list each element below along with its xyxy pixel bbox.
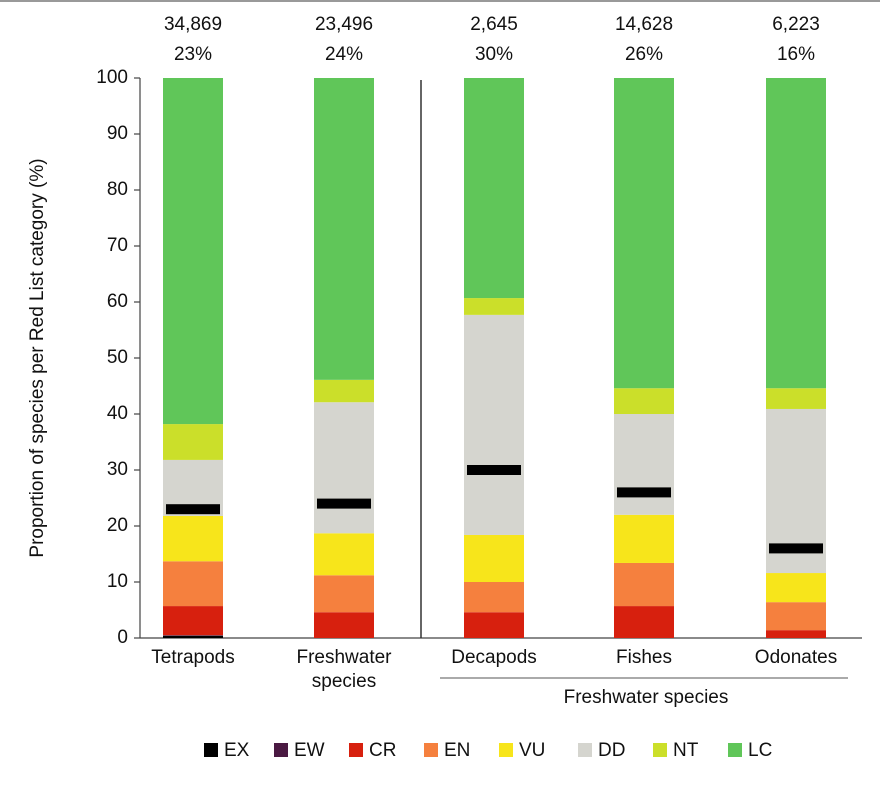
bar-segment bbox=[766, 602, 826, 631]
legend-label: EN bbox=[444, 740, 470, 761]
bar-segment bbox=[614, 562, 674, 607]
x-tick-label: Freshwater species bbox=[296, 647, 392, 692]
percent-label: 26% bbox=[625, 44, 663, 65]
y-tick-label: 30 bbox=[107, 459, 128, 480]
percent-label: 24% bbox=[325, 44, 363, 65]
x-tick-label: Decapods bbox=[451, 647, 537, 668]
legend-swatch bbox=[653, 743, 667, 757]
count-label: 34,869 bbox=[164, 14, 222, 35]
percent-label: 23% bbox=[174, 44, 212, 65]
y-tick-label: 50 bbox=[107, 347, 128, 368]
legend-label: VU bbox=[519, 740, 545, 761]
legend-label: EW bbox=[294, 740, 325, 761]
count-label: 6,223 bbox=[772, 14, 820, 35]
percent-label: 16% bbox=[777, 44, 815, 65]
category-box: Freshwater species bbox=[296, 647, 392, 692]
bar-segment bbox=[163, 424, 223, 460]
threatened-marker bbox=[317, 498, 371, 509]
bar-segment bbox=[163, 515, 223, 562]
bar-segment bbox=[464, 78, 524, 299]
y-tick-label: 60 bbox=[107, 291, 128, 312]
legend-swatch bbox=[349, 743, 363, 757]
y-tick-label: 10 bbox=[107, 571, 128, 592]
bar-segment bbox=[314, 612, 374, 638]
bar-segment bbox=[614, 514, 674, 563]
bar-segment bbox=[163, 78, 223, 425]
legend-label: DD bbox=[598, 740, 625, 761]
legend-swatch bbox=[274, 743, 288, 757]
y-tick-label: 80 bbox=[107, 179, 128, 200]
percent-label: 30% bbox=[475, 44, 513, 65]
bar-segment bbox=[314, 402, 374, 534]
legend-swatch bbox=[424, 743, 438, 757]
category-box: Fishes bbox=[616, 647, 672, 668]
bar-segment bbox=[464, 298, 524, 315]
bar-segment bbox=[163, 561, 223, 607]
y-tick-label: 90 bbox=[107, 123, 128, 144]
y-tick-label: 40 bbox=[107, 403, 128, 424]
bar-segment bbox=[614, 606, 674, 638]
legend-label: CR bbox=[369, 740, 396, 761]
y-tick-label: 0 bbox=[117, 627, 128, 648]
x-tick-label: Odonates bbox=[754, 647, 838, 668]
bar-segment bbox=[614, 414, 674, 515]
bar-segment bbox=[163, 606, 223, 636]
threatened-marker bbox=[617, 487, 671, 498]
y-axis-label: Proportion of species per Red List categ… bbox=[27, 158, 48, 557]
bar-segment bbox=[766, 573, 826, 603]
count-label: 14,628 bbox=[615, 14, 673, 35]
bar-segment bbox=[766, 630, 826, 638]
legend-label: EX bbox=[224, 740, 250, 761]
threatened-marker bbox=[166, 504, 220, 515]
legend-swatch bbox=[578, 743, 592, 757]
category-box: Tetrapods bbox=[151, 647, 235, 668]
x-tick-label: Tetrapods bbox=[151, 647, 235, 668]
threatened-marker bbox=[467, 465, 521, 475]
bar-segment bbox=[314, 379, 374, 403]
bar-segment bbox=[614, 388, 674, 414]
x-tick-label: Fishes bbox=[616, 647, 672, 668]
bar-segment bbox=[464, 612, 524, 638]
group-label: Freshwater species bbox=[564, 687, 729, 708]
legend-label: LC bbox=[748, 740, 772, 761]
legend-label: NT bbox=[673, 740, 699, 761]
bar-segment bbox=[766, 78, 826, 389]
legend-swatch bbox=[204, 743, 218, 757]
bar-segment bbox=[163, 635, 223, 636]
count-label: 2,645 bbox=[470, 14, 518, 35]
y-tick-label: 100 bbox=[96, 67, 128, 88]
category-box: Decapods bbox=[451, 647, 537, 668]
bar-segment bbox=[464, 534, 524, 582]
legend-swatch bbox=[499, 743, 513, 757]
y-tick-label: 70 bbox=[107, 235, 128, 256]
count-label: 23,496 bbox=[315, 14, 373, 35]
threatened-marker bbox=[769, 543, 823, 554]
bar-segment bbox=[464, 582, 524, 613]
bar-segment bbox=[314, 78, 374, 380]
bar-segment bbox=[314, 533, 374, 576]
category-box: Odonates bbox=[754, 647, 838, 668]
bar-segment bbox=[464, 314, 524, 535]
bar-segment bbox=[314, 575, 374, 613]
legend-swatch bbox=[728, 743, 742, 757]
bar-segment bbox=[614, 78, 674, 389]
y-tick-label: 20 bbox=[107, 515, 128, 536]
bar-segment bbox=[766, 388, 826, 409]
bar-segment bbox=[163, 635, 223, 638]
